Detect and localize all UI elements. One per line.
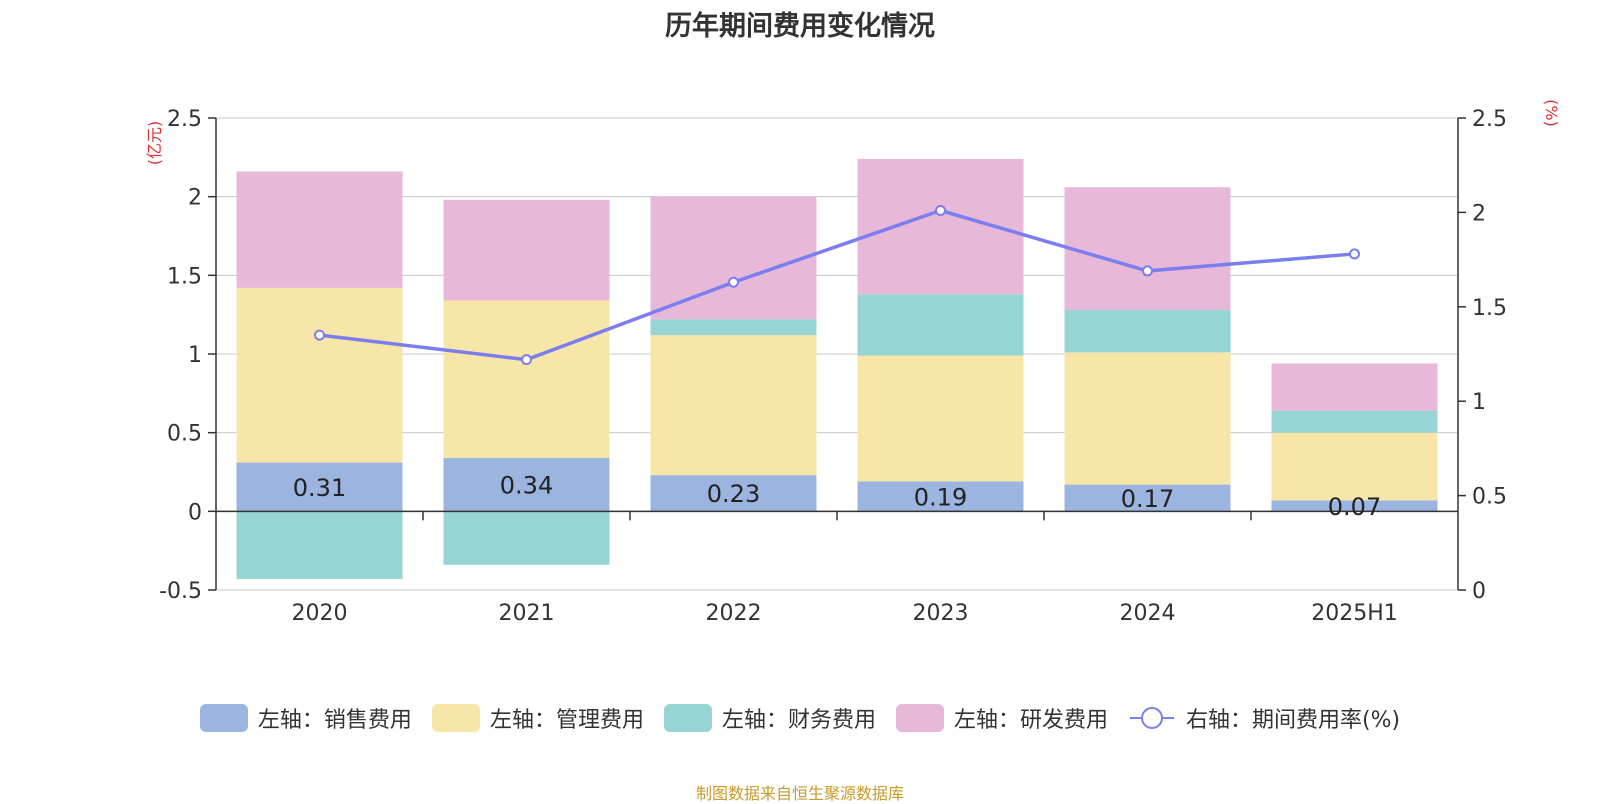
- bar-0-2020: [236, 462, 403, 512]
- bar-2-2021: [443, 511, 610, 565]
- legend-item[interactable]: 左轴：管理费用: [431, 702, 644, 734]
- legend: 左轴：销售费用 左轴：管理费用 左轴：财务费用 左轴：研发费用 右轴：期间费用率(%): [0, 702, 1600, 734]
- bar-2-2020: [236, 511, 403, 579]
- left-tick-label: 1: [188, 343, 202, 368]
- bar-series: [236, 158, 1438, 579]
- rate-point: [314, 329, 325, 341]
- right-tick-label: 1: [1472, 390, 1486, 415]
- legend-swatch: [663, 704, 712, 732]
- legend-label: 左轴：财务费用: [721, 708, 876, 733]
- rate-line: [319, 208, 1355, 362]
- bar-1-2021: [443, 300, 610, 458]
- x-tick-label: 2022: [706, 601, 762, 626]
- legend-label: 左轴：销售费用: [257, 708, 412, 733]
- legend-line-icon: [1129, 707, 1174, 729]
- data-label: 0.07: [1328, 493, 1381, 521]
- left-tick-label: 2: [188, 186, 202, 211]
- right-tick-label: 2.5: [1472, 107, 1507, 132]
- bar-1-2023: [857, 355, 1024, 482]
- legend-label: 左轴：研发费用: [953, 708, 1108, 733]
- x-tick-label: 2025H1: [1311, 601, 1398, 626]
- line-series: [314, 205, 1360, 366]
- left-tick-label: 0.5: [167, 422, 202, 447]
- x-tick-label: 2024: [1120, 601, 1176, 626]
- right-tick-label: 1.5: [1472, 296, 1507, 321]
- data-label: 0.23: [707, 480, 760, 508]
- bar-0-2025H1: [1271, 500, 1438, 512]
- right-axis-unit: (%): [1542, 99, 1561, 127]
- bar-3-2025H1: [1271, 363, 1438, 411]
- rate-point: [521, 354, 532, 366]
- bar-3-2020: [236, 171, 403, 288]
- legend-label: 右轴：期间费用率(%): [1185, 708, 1401, 733]
- left-tick-label: 0: [188, 500, 202, 525]
- data-label: 0.31: [293, 474, 346, 502]
- bar-3-2024: [1064, 187, 1231, 310]
- rate-point: [1349, 248, 1360, 260]
- left-tick-label: -0.5: [159, 579, 202, 604]
- bar-1-2022: [650, 335, 817, 476]
- bar-2-2025H1: [1271, 410, 1438, 433]
- bar-3-2022: [650, 196, 817, 320]
- chart-title: 历年期间费用变化情况: [665, 11, 935, 42]
- right-tick-label: 0: [1472, 579, 1486, 604]
- left-tick-label: 1.5: [167, 264, 202, 289]
- bar-0-2024: [1064, 484, 1231, 512]
- bar-0-2021: [443, 457, 610, 512]
- bar-1-2025H1: [1271, 432, 1438, 501]
- legend-item[interactable]: 左轴：财务费用: [663, 702, 876, 734]
- bar-2-2024: [1064, 309, 1231, 353]
- right-tick-label: 2: [1472, 201, 1486, 226]
- x-tick-label: 2020: [292, 601, 348, 626]
- legend-label: 左轴：管理费用: [489, 708, 644, 733]
- rate-point: [728, 276, 739, 288]
- axes: 2.5 2 1.5 1 0.5 0 -0.5 2.5 2 1.5 1 0.5 0 2020 2021 2022…: [145, 99, 1561, 626]
- legend-swatch: [199, 704, 248, 732]
- bar-0-2022: [650, 475, 817, 512]
- bar-1-2020: [236, 287, 403, 463]
- legend-item[interactable]: 左轴：研发费用: [895, 702, 1108, 734]
- bar-2-2022: [650, 319, 817, 336]
- legend-item[interactable]: 左轴：销售费用: [199, 702, 412, 734]
- left-axis-unit: (亿元): [145, 121, 164, 166]
- data-label: 0.34: [500, 472, 553, 500]
- x-tick-label: 2021: [499, 601, 555, 626]
- legend-item[interactable]: 右轴：期间费用率(%): [1128, 702, 1400, 734]
- bar-3-2021: [443, 199, 610, 301]
- left-tick-label: 2.5: [167, 107, 202, 132]
- bar-2-2023: [857, 294, 1024, 356]
- data-labels: 0.31 0.34 0.23 0.19 0.17 0.07: [293, 472, 1381, 521]
- rate-point: [935, 205, 946, 217]
- rate-point: [1142, 265, 1153, 277]
- source-note: 制图数据来自恒生聚源数据库: [695, 784, 904, 803]
- right-tick-label: 0.5: [1472, 485, 1507, 510]
- data-label: 0.17: [1121, 485, 1174, 513]
- bar-0-2023: [857, 481, 1024, 512]
- legend-swatch: [895, 704, 944, 732]
- chart-canvas: 2.5 2 1.5 1 0.5 0 -0.5 2.5 2 1.5 1 0.5 0 2020 2021 2022…: [145, 99, 1561, 626]
- x-tick-label: 2023: [913, 601, 969, 626]
- bar-1-2024: [1064, 352, 1231, 485]
- data-label: 0.19: [914, 483, 967, 511]
- legend-swatch: [431, 704, 480, 732]
